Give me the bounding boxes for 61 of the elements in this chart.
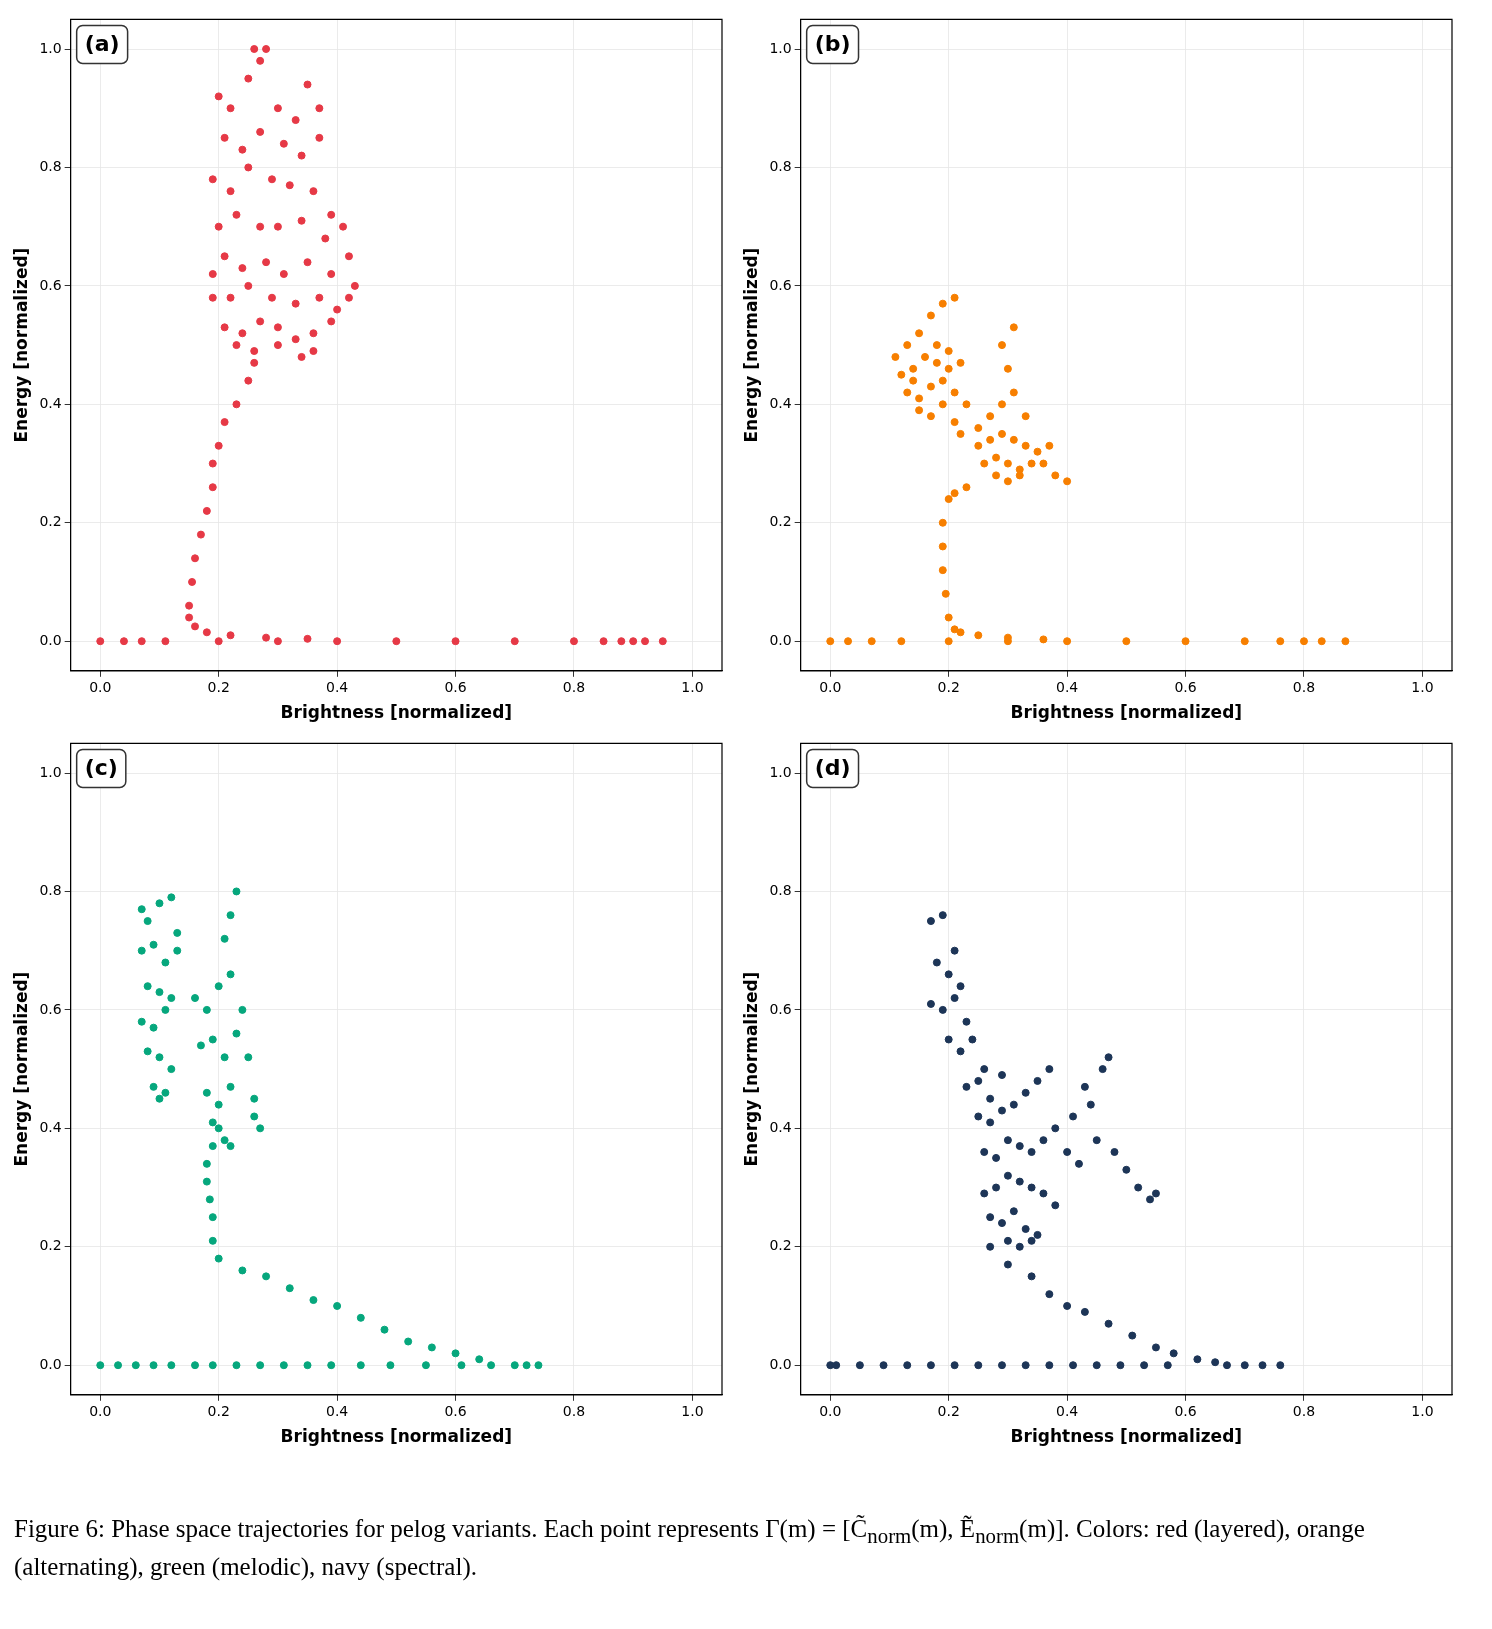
x-tick-label: 0.8: [1292, 1402, 1316, 1419]
x-tick-label: 0.4: [1055, 1402, 1079, 1419]
x-tick-label: 0.2: [937, 1402, 960, 1419]
x-tick-label: 0.6: [444, 678, 467, 695]
y-axis-title: Energy [normalized]: [10, 247, 31, 443]
y-tick-label: 1.0: [39, 763, 62, 780]
y-tick-label: 0.6: [39, 276, 62, 293]
x-tick-label: 1.0: [1411, 678, 1434, 695]
x-tick-label: 0.0: [89, 1402, 112, 1419]
x-tick-label: 0.2: [207, 678, 230, 695]
x-tick-label: 1.0: [681, 678, 704, 695]
x-tick-label: 0.8: [1292, 678, 1316, 695]
y-tick-label: 0.4: [769, 394, 792, 411]
y-tick-label: 1.0: [769, 763, 792, 780]
y-axis-title: Energy [normalized]: [740, 247, 761, 443]
x-axis-title: Brightness [normalized]: [280, 1426, 513, 1447]
y-tick-label: 0.0: [769, 1355, 792, 1372]
y-tick-label: 0.0: [769, 631, 792, 648]
y-axis-title: Energy [normalized]: [10, 971, 31, 1167]
y-tick-label: 0.6: [769, 1000, 792, 1017]
text: (d): [814, 755, 851, 781]
x-tick-label: 0.8: [562, 1402, 586, 1419]
y-tick-label: 0.6: [39, 1000, 62, 1017]
y-tick-label: 0.2: [769, 513, 792, 530]
y-tick-label: 0.0: [39, 631, 62, 648]
y-tick-label: 1.0: [769, 39, 792, 56]
y-tick-label: 0.8: [769, 158, 792, 175]
y-tick-label: 0.0: [39, 1355, 62, 1372]
y-tick-label: 0.8: [39, 158, 62, 175]
x-axis-title: Brightness [normalized]: [1010, 702, 1243, 723]
y-tick-label: 0.4: [39, 394, 62, 411]
x-tick-label: 0.4: [1055, 678, 1079, 695]
x-tick-label: 0.4: [325, 678, 349, 695]
y-tick-label: 0.2: [769, 1237, 792, 1254]
x-tick-label: 1.0: [1411, 1402, 1434, 1419]
text: (c): [84, 755, 118, 781]
text: (a): [84, 31, 120, 57]
y-axis-title: Energy [normalized]: [740, 971, 761, 1167]
x-axis-title: Brightness [normalized]: [280, 702, 513, 723]
y-tick-label: 0.4: [769, 1118, 792, 1135]
x-tick-label: 1.0: [681, 1402, 704, 1419]
y-tick-label: 0.8: [769, 882, 792, 899]
y-tick-label: 0.2: [39, 1237, 62, 1254]
y-tick-label: 0.4: [39, 1118, 62, 1135]
x-tick-label: 0.6: [1174, 678, 1197, 695]
x-tick-label: 0.0: [89, 678, 112, 695]
x-tick-label: 0.6: [444, 1402, 467, 1419]
y-tick-label: 0.8: [39, 882, 62, 899]
x-tick-label: 0.8: [562, 678, 586, 695]
x-axis-title: Brightness [normalized]: [1010, 1426, 1243, 1447]
x-tick-label: 0.0: [819, 678, 842, 695]
x-tick-label: 0.2: [207, 1402, 230, 1419]
text: (b): [814, 31, 851, 57]
text: Figure 6: Phase space trajectories for pelog variants. Each point represents Γ(m) = [C̃$_{norm}$(m), Ẽ$_{norm}$(m)]. Colors: red (layered), orange (alternating), green (melodic), navy (spectral).: [14, 1515, 1365, 1581]
y-tick-label: 0.2: [39, 513, 62, 530]
x-tick-label: 0.6: [1174, 1402, 1197, 1419]
x-tick-label: 0.4: [325, 1402, 349, 1419]
x-tick-label: 0.2: [937, 678, 960, 695]
y-tick-label: 0.6: [769, 276, 792, 293]
x-tick-label: 0.0: [819, 1402, 842, 1419]
y-tick-label: 1.0: [39, 39, 62, 56]
